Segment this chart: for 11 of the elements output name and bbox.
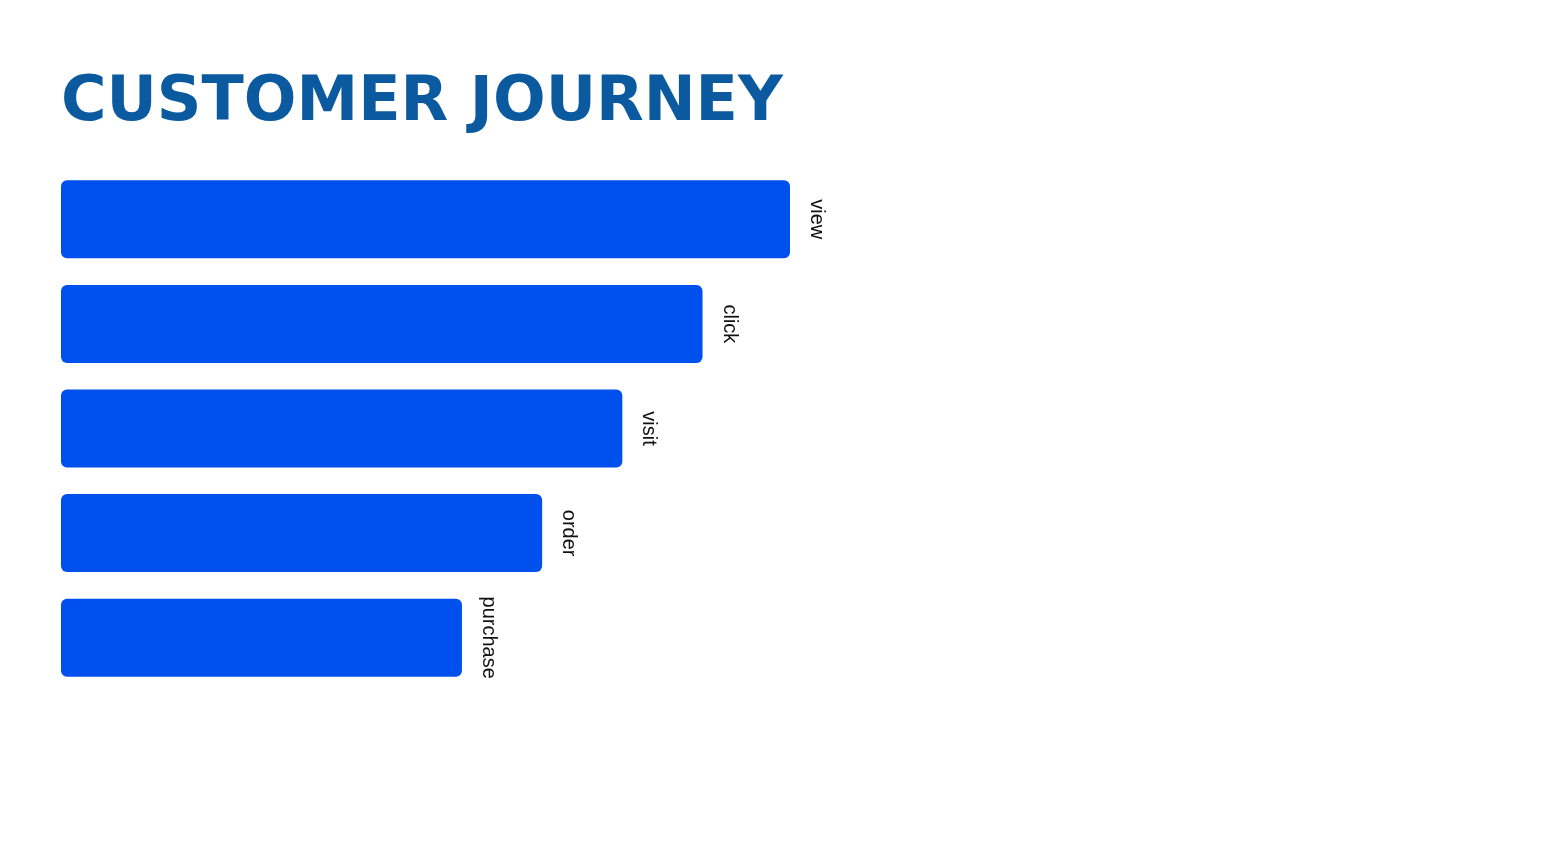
y-tick-label: click [719,304,742,345]
bar [61,284,703,363]
bar [61,180,790,259]
y-tick-label: order [559,509,582,557]
y-tick-label: view [807,199,829,240]
y-tick-label: visit [639,411,662,447]
y-tick-label: purchase [478,596,501,679]
chart-title: CUSTOMER JOURNEY [61,61,784,135]
bar [61,494,543,573]
bar [61,598,462,677]
bar [61,389,623,468]
